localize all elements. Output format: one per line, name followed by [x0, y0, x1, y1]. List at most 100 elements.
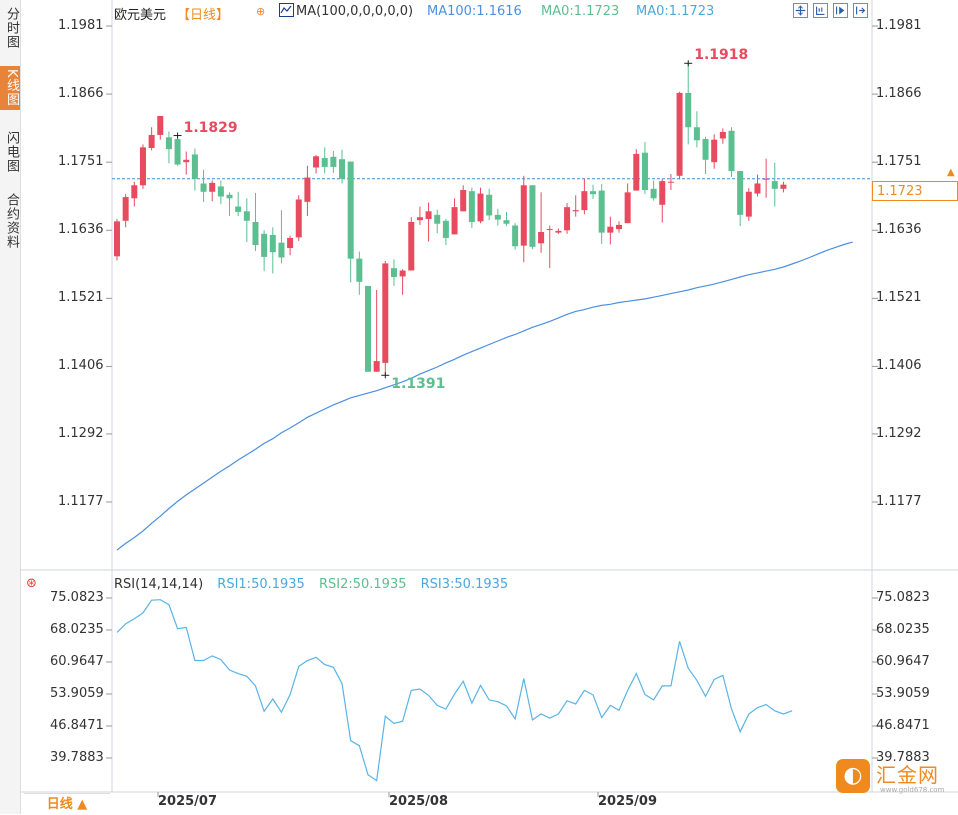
candle-body	[287, 237, 294, 249]
candle-body	[321, 158, 328, 167]
candle-body	[685, 92, 692, 128]
candle	[763, 158, 770, 198]
price-tick-label-right: 1.1636	[876, 222, 922, 238]
current-price-tag: 1.1723	[872, 181, 958, 201]
ma-indicator-icon[interactable]	[279, 3, 294, 17]
candle	[226, 192, 233, 217]
logo-url: www.gold678.com	[880, 786, 945, 794]
candle	[659, 179, 666, 223]
tab-time-chart[interactable]: 分时图	[4, 7, 19, 49]
price-marker-up-icon: ▲	[947, 167, 955, 178]
candle	[174, 135, 181, 166]
candle	[719, 128, 726, 144]
period-toggle-button[interactable]: 日线 ▲	[24, 793, 110, 815]
candle	[572, 195, 579, 217]
candle	[165, 131, 172, 164]
candle-body	[771, 181, 778, 189]
candle-body	[183, 159, 190, 163]
candle-body	[148, 134, 155, 148]
candle-body	[693, 127, 700, 141]
candle-body	[477, 193, 484, 222]
candle-body	[451, 207, 458, 235]
candle-body	[460, 189, 467, 212]
candle	[737, 171, 744, 227]
candle-body	[399, 270, 406, 277]
candle	[693, 111, 700, 148]
candle-body	[442, 220, 449, 238]
candle-body	[139, 147, 146, 186]
candle	[728, 127, 735, 177]
candle-body	[641, 152, 648, 190]
candle-body	[538, 232, 545, 244]
candle	[399, 269, 406, 295]
candle-body	[269, 234, 276, 253]
candle-body	[468, 191, 475, 222]
tab-kline-chart[interactable]: K线图	[0, 66, 20, 110]
candle	[330, 150, 337, 173]
candle	[209, 180, 216, 202]
price-tick-label-right: 1.1751	[876, 154, 922, 170]
date-tick-label: 2025/09	[598, 794, 658, 809]
candle-body	[546, 229, 553, 231]
candle	[624, 183, 631, 224]
candle	[633, 149, 640, 191]
candle-body	[425, 211, 432, 220]
period-selector[interactable]: 【日线】	[177, 8, 230, 23]
tab-contract-info[interactable]: 合约资料	[4, 193, 19, 249]
price-tick-label-right: 1.1177	[876, 494, 922, 509]
ma100-line	[116, 241, 853, 551]
price-tick-label-left: 1.1751	[58, 154, 104, 170]
candle-body	[191, 154, 198, 179]
candle-body	[174, 139, 181, 165]
candle	[339, 149, 346, 184]
candle-body	[243, 211, 250, 221]
candle-body	[217, 186, 224, 197]
candle	[416, 206, 423, 225]
price-tick-label-right: 1.1866	[876, 86, 922, 102]
candle-body	[737, 171, 744, 215]
candle	[581, 178, 588, 215]
candle-body	[390, 268, 397, 278]
candle-body	[295, 199, 302, 238]
candle-body	[304, 177, 311, 202]
candle-body	[624, 192, 631, 224]
candle	[304, 165, 311, 217]
candle-body	[434, 214, 441, 224]
tab-flash-chart[interactable]: 闪电图	[4, 131, 19, 173]
candle	[217, 180, 224, 205]
candle-body	[512, 225, 519, 247]
price-tick-label-left: 1.1406	[58, 358, 104, 374]
export-icon[interactable]	[853, 3, 868, 18]
rsi-tick-label-right: 60.9647	[876, 654, 930, 669]
candle-body	[226, 194, 233, 199]
candle-body	[598, 190, 605, 233]
settings-gear-icon[interactable]: ⊕	[256, 5, 266, 18]
play-icon[interactable]	[833, 3, 848, 18]
candle-body	[728, 130, 735, 172]
rsi-tick-label-right: 75.0823	[876, 590, 930, 605]
high-label: 1.1829	[183, 119, 238, 136]
logo-badge-icon: ◐	[836, 759, 870, 793]
candle	[754, 174, 761, 197]
candle	[468, 187, 475, 228]
rsi-settings-icon[interactable]: ⊛	[26, 576, 37, 591]
candle	[650, 180, 657, 201]
candle	[261, 230, 268, 272]
candle	[295, 195, 302, 241]
zoom-fit-icon[interactable]	[813, 3, 828, 18]
candle-body	[235, 206, 242, 212]
candle	[191, 148, 198, 191]
candle	[390, 259, 397, 286]
ma-params: MA(100,0,0,0,0,0)	[296, 4, 414, 19]
candle-body	[555, 230, 562, 233]
rsi-tick-label-left: 53.9059	[50, 686, 104, 701]
crosshair-icon[interactable]	[793, 3, 808, 18]
price-tick-label-right: 1.1981	[876, 18, 922, 33]
rsi-tick-label-left: 68.0235	[50, 622, 104, 637]
candle-body	[165, 137, 172, 150]
candle-body	[590, 191, 597, 195]
candle-body	[745, 191, 752, 217]
candle-body	[313, 156, 320, 168]
